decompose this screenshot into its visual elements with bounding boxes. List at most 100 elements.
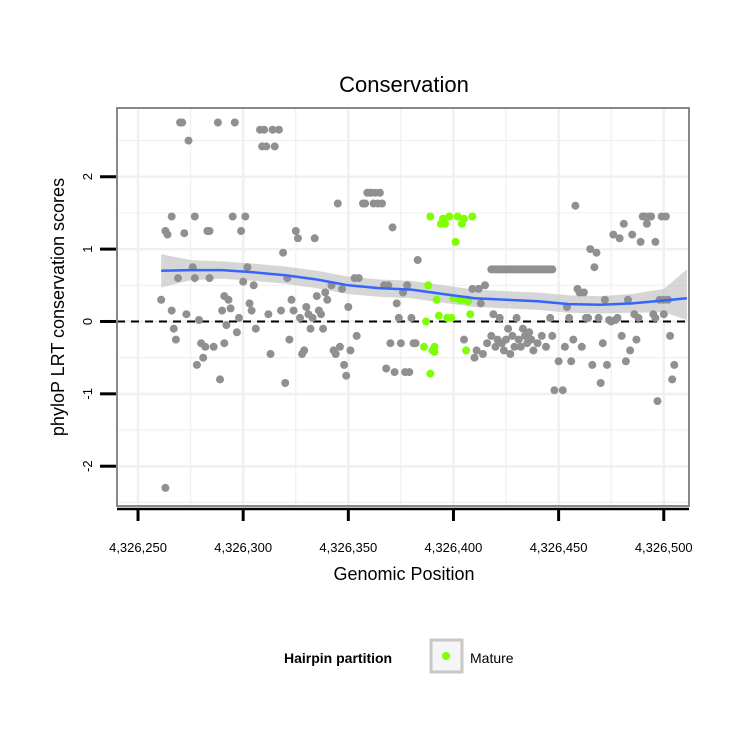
mature-point — [466, 310, 475, 319]
other-point — [407, 313, 416, 322]
y-tick-label: -1 — [80, 388, 95, 400]
other-point — [277, 306, 285, 315]
mature-point — [460, 214, 468, 223]
other-point — [651, 313, 660, 322]
x-tick-label: 4,326,250 — [109, 540, 167, 555]
other-point — [291, 227, 300, 235]
other-point — [319, 324, 328, 333]
other-point — [510, 342, 519, 351]
other-point — [235, 313, 243, 322]
other-point — [499, 346, 508, 355]
x-tick-label: 4,326,350 — [319, 540, 377, 555]
other-point — [335, 342, 344, 351]
other-point — [386, 339, 395, 348]
other-point — [167, 212, 176, 221]
mature-point — [464, 297, 473, 306]
other-point — [237, 227, 246, 235]
other-point — [174, 274, 182, 283]
other-point — [668, 375, 677, 384]
mature-point — [451, 237, 460, 246]
other-point — [317, 310, 325, 319]
other-point — [247, 306, 256, 315]
other-point — [344, 303, 353, 311]
chart-title: Conservation — [339, 72, 469, 97]
other-point — [487, 331, 496, 340]
other-point — [567, 357, 576, 366]
other-point — [184, 136, 193, 145]
legend-key-box — [429, 638, 464, 674]
other-point — [609, 230, 618, 239]
other-point — [241, 212, 250, 221]
other-point — [584, 313, 593, 322]
other-point — [201, 342, 210, 351]
mature-point — [432, 295, 441, 304]
other-point — [527, 335, 536, 344]
other-point — [190, 274, 199, 283]
other-point — [613, 313, 622, 322]
other-point — [264, 310, 273, 319]
other-point — [546, 313, 555, 322]
other-point — [224, 295, 233, 304]
other-point — [226, 304, 235, 313]
other-point — [195, 316, 203, 324]
other-point — [588, 360, 597, 369]
other-point — [504, 324, 513, 333]
x-axis: 4,326,250 4,326,300 4,326,350 4,326,400 4,32… — [109, 507, 693, 555]
other-point — [670, 360, 679, 369]
other-point — [590, 263, 599, 272]
other-point — [308, 313, 317, 322]
other-point — [405, 368, 414, 377]
mature-point — [441, 219, 450, 228]
other-point — [478, 350, 487, 358]
mature-point — [447, 313, 456, 322]
other-point — [598, 339, 607, 348]
x-axis-title: Genomic Position — [333, 564, 474, 584]
other-point — [514, 335, 523, 344]
other-point — [167, 306, 176, 315]
mature-point — [462, 346, 471, 355]
other-point — [218, 306, 227, 315]
other-point — [542, 342, 550, 351]
other-point — [216, 375, 224, 384]
other-point — [491, 342, 500, 351]
other-point — [285, 335, 294, 344]
other-point — [378, 199, 386, 208]
other-point — [628, 230, 637, 239]
other-point — [289, 306, 298, 315]
other-point — [512, 313, 521, 322]
other-point — [603, 360, 611, 369]
other-point — [647, 212, 656, 221]
other-point — [302, 303, 311, 311]
other-point — [577, 342, 586, 351]
other-point — [548, 265, 557, 274]
other-point — [232, 328, 241, 337]
other-point — [600, 295, 609, 304]
other-point — [388, 223, 397, 232]
other-point — [619, 219, 628, 228]
other-point — [192, 360, 201, 369]
legend: Hairpin partition Mature — [284, 638, 514, 674]
panel-border — [116, 107, 690, 507]
other-point — [472, 346, 481, 355]
other-point — [403, 281, 412, 290]
other-point — [279, 248, 288, 257]
mature-point — [426, 212, 435, 221]
other-point — [171, 335, 180, 344]
other-point — [375, 188, 384, 197]
other-point — [230, 118, 239, 127]
mature-point — [420, 342, 428, 351]
other-point — [596, 379, 605, 387]
other-point — [346, 346, 355, 355]
other-point — [642, 219, 651, 228]
other-point — [495, 313, 504, 322]
other-point — [632, 335, 641, 344]
other-point — [659, 310, 668, 319]
x-tick-label: 4,326,500 — [635, 540, 693, 555]
other-point — [205, 274, 214, 283]
other-point — [550, 386, 559, 395]
other-point — [615, 234, 624, 243]
other-point — [554, 357, 563, 366]
other-point — [476, 299, 485, 308]
other-point — [209, 342, 218, 351]
other-point — [390, 368, 399, 377]
